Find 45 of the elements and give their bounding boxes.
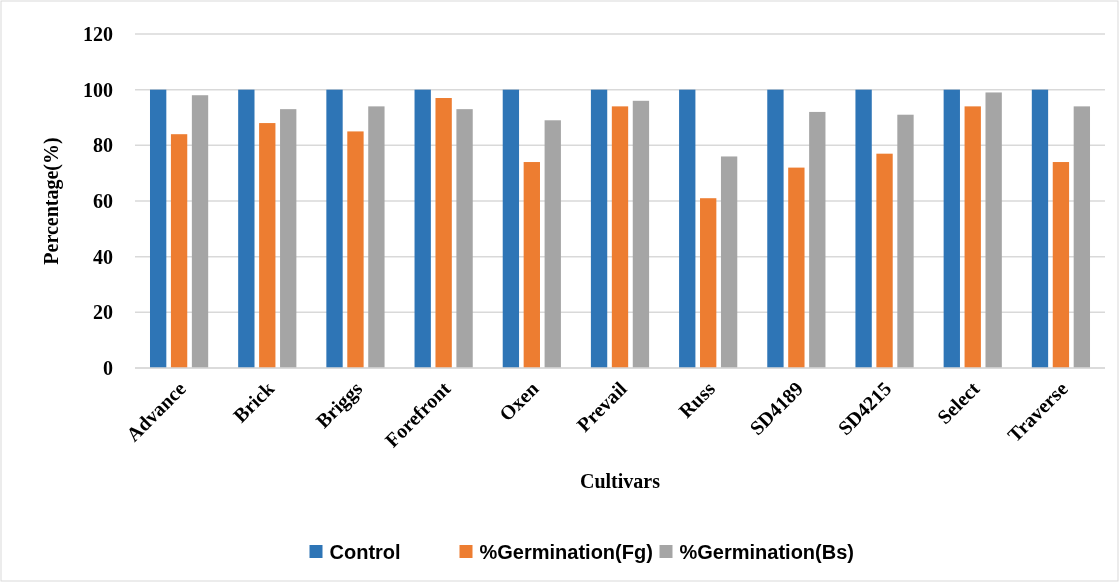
bar	[544, 120, 561, 368]
bar	[788, 167, 805, 368]
bar	[259, 123, 276, 368]
bar	[809, 111, 826, 368]
bar	[326, 89, 343, 368]
legend-label: Control	[329, 541, 401, 563]
legend-label: %Germination(Bs)	[679, 541, 854, 563]
bar	[1052, 162, 1070, 368]
y-axis-title: Percentage(%)	[40, 137, 63, 265]
bar	[456, 109, 473, 368]
bar	[191, 95, 209, 368]
bar	[368, 106, 385, 368]
bar	[170, 134, 188, 368]
bar	[632, 100, 650, 368]
bar	[414, 89, 431, 368]
bar	[435, 98, 452, 368]
bar	[523, 162, 540, 368]
bar	[502, 89, 520, 368]
bar	[767, 89, 784, 368]
bar	[700, 198, 717, 368]
bar	[897, 114, 914, 368]
bar	[855, 89, 872, 368]
legend-label: %Germination(Fg)	[479, 541, 653, 563]
bar	[590, 89, 608, 368]
bar	[238, 89, 255, 368]
bar	[876, 153, 893, 368]
y-tick-label: 20	[93, 301, 113, 324]
bar	[280, 109, 297, 368]
x-axis-title: Cultivars	[580, 470, 661, 492]
bar	[611, 106, 629, 368]
bar	[1031, 89, 1049, 368]
y-tick-label: 0	[103, 357, 113, 379]
y-tick-label: 80	[93, 134, 113, 157]
bar	[985, 92, 1002, 368]
y-tick-label: 60	[93, 190, 113, 212]
y-tick-label: 100	[83, 78, 113, 101]
bar	[964, 106, 981, 368]
y-tick-label: 120	[83, 23, 113, 45]
bar	[679, 89, 696, 368]
bar	[149, 89, 167, 368]
bar	[347, 131, 364, 368]
bar	[1073, 106, 1091, 368]
y-tick-label: 40	[93, 245, 113, 268]
bar	[943, 89, 960, 368]
bar	[720, 156, 738, 368]
